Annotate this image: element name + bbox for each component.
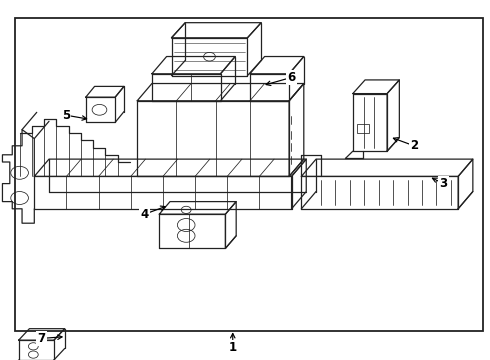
Text: 1: 1 (229, 341, 237, 354)
Bar (357, 124, 369, 133)
Text: 5: 5 (62, 109, 70, 122)
Text: 7: 7 (38, 332, 46, 345)
Text: 2: 2 (410, 139, 418, 152)
Text: 3: 3 (440, 177, 447, 190)
Text: 6: 6 (288, 71, 295, 84)
Bar (15, 18, 483, 331)
Text: 4: 4 (141, 208, 148, 221)
